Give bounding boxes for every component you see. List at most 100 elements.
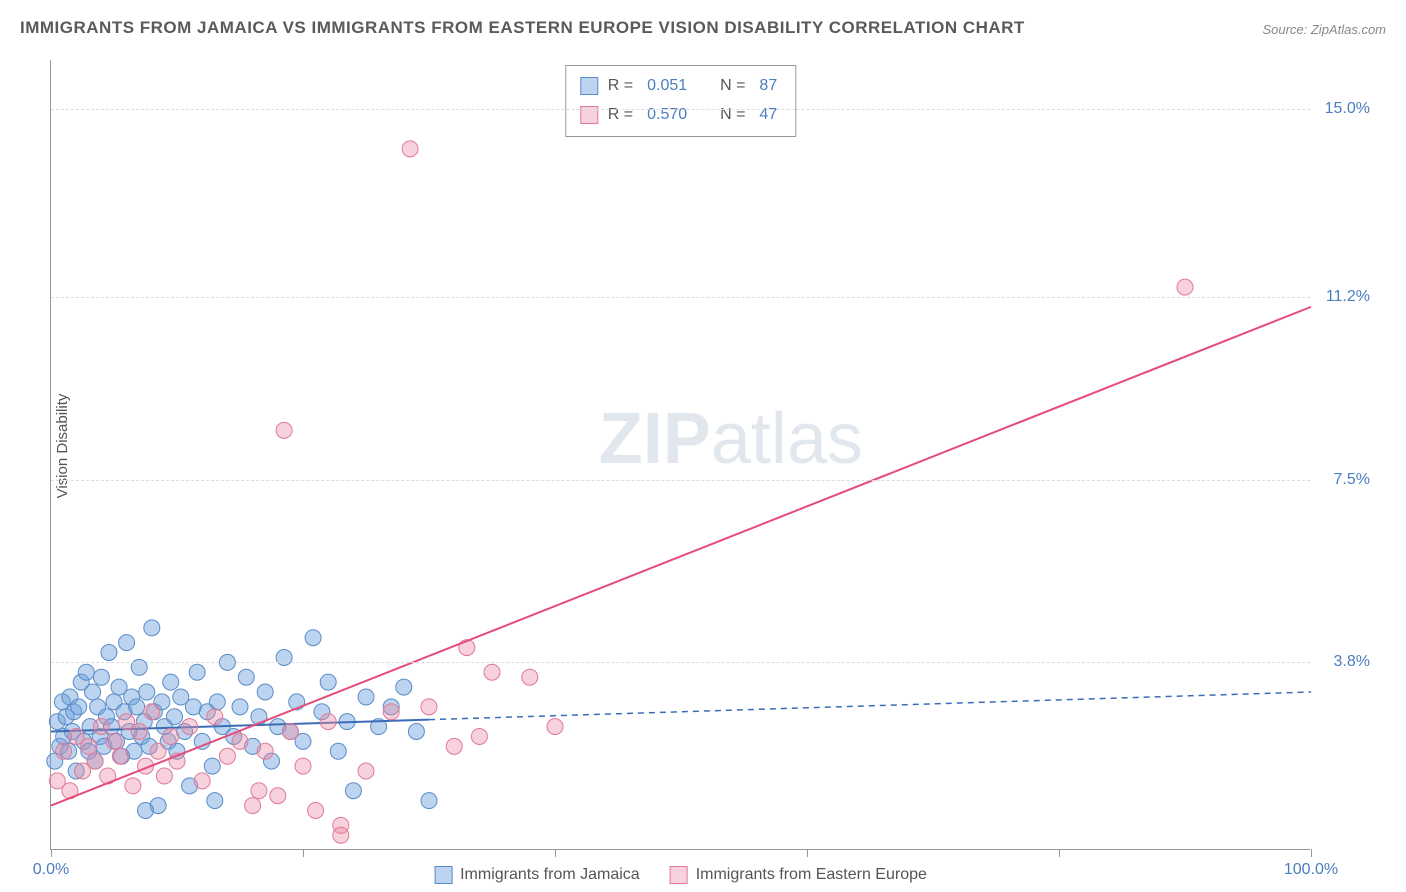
source-label: Source: ZipAtlas.com xyxy=(1262,22,1386,37)
scatter-point xyxy=(78,664,94,680)
scatter-point xyxy=(257,743,273,759)
gridline xyxy=(51,480,1310,481)
ytick-label: 7.5% xyxy=(1334,471,1370,489)
scatter-point xyxy=(547,719,563,735)
scatter-point xyxy=(87,753,103,769)
gridline xyxy=(51,109,1310,110)
xtick xyxy=(555,849,556,857)
scatter-point xyxy=(166,709,182,725)
legend-n-label: N = xyxy=(720,72,745,101)
scatter-point xyxy=(305,630,321,646)
legend-box: R = 0.051 N = 87 R = 0.570 N = 47 xyxy=(565,65,796,137)
scatter-point xyxy=(282,724,298,740)
scatter-point xyxy=(182,719,198,735)
scatter-point xyxy=(119,635,135,651)
scatter-point xyxy=(219,748,235,764)
scatter-point xyxy=(402,141,418,157)
legend-r-label: R = xyxy=(608,72,633,101)
scatter-point xyxy=(270,788,286,804)
scatter-point xyxy=(129,699,145,715)
xtick xyxy=(303,849,304,857)
scatter-point xyxy=(295,758,311,774)
plot-svg xyxy=(51,60,1310,849)
gridline xyxy=(51,662,1310,663)
legend-row: R = 0.570 N = 47 xyxy=(580,101,781,130)
scatter-point xyxy=(131,724,147,740)
series-name: Immigrants from Jamaica xyxy=(460,866,640,884)
xtick xyxy=(1059,849,1060,857)
scatter-point xyxy=(112,748,128,764)
scatter-point xyxy=(71,699,87,715)
scatter-point xyxy=(194,773,210,789)
scatter-point xyxy=(204,758,220,774)
legend-n-label: N = xyxy=(720,101,745,130)
trend-line-dashed xyxy=(429,692,1311,720)
legend-n-value: 47 xyxy=(759,101,777,130)
scatter-point xyxy=(238,669,254,685)
scatter-point xyxy=(125,778,141,794)
scatter-point xyxy=(106,733,122,749)
scatter-point xyxy=(163,674,179,690)
scatter-point xyxy=(56,743,72,759)
xtick-label: 0.0% xyxy=(33,861,69,879)
scatter-point xyxy=(207,709,223,725)
scatter-point xyxy=(358,763,374,779)
scatter-point xyxy=(150,743,166,759)
scatter-point xyxy=(85,684,101,700)
scatter-point xyxy=(93,669,109,685)
legend-r-value: 0.570 xyxy=(647,101,687,130)
scatter-point xyxy=(320,714,336,730)
scatter-point xyxy=(163,728,179,744)
scatter-point xyxy=(139,684,155,700)
scatter-point xyxy=(209,694,225,710)
scatter-point xyxy=(93,719,109,735)
scatter-point xyxy=(144,620,160,636)
chart-canvas: ZIPatlas R = 0.051 N = 87 R = 0.570 N = … xyxy=(50,60,1310,850)
scatter-point xyxy=(232,733,248,749)
chart-title: IMMIGRANTS FROM JAMAICA VS IMMIGRANTS FR… xyxy=(20,18,1025,38)
scatter-point xyxy=(144,704,160,720)
ytick-label: 15.0% xyxy=(1325,100,1370,118)
gridline xyxy=(51,297,1310,298)
scatter-point xyxy=(383,704,399,720)
scatter-point xyxy=(251,783,267,799)
scatter-point xyxy=(446,738,462,754)
legend-r-value: 0.051 xyxy=(647,72,687,101)
scatter-point xyxy=(408,724,424,740)
scatter-point xyxy=(156,768,172,784)
scatter-point xyxy=(101,645,117,661)
xtick-label: 100.0% xyxy=(1284,861,1338,879)
scatter-point xyxy=(276,422,292,438)
scatter-point xyxy=(189,664,205,680)
bottom-legend-item: Immigrants from Jamaica xyxy=(434,866,640,884)
xtick xyxy=(807,849,808,857)
bottom-legend: Immigrants from Jamaica Immigrants from E… xyxy=(434,866,927,884)
scatter-point xyxy=(245,798,261,814)
scatter-point xyxy=(138,803,154,819)
scatter-point xyxy=(308,803,324,819)
legend-row: R = 0.051 N = 87 xyxy=(580,72,781,101)
scatter-point xyxy=(484,664,500,680)
scatter-point xyxy=(421,699,437,715)
scatter-point xyxy=(333,827,349,843)
legend-r-label: R = xyxy=(608,101,633,130)
scatter-point xyxy=(522,669,538,685)
series-name: Immigrants from Eastern Europe xyxy=(696,866,927,884)
scatter-point xyxy=(421,793,437,809)
scatter-point xyxy=(345,783,361,799)
scatter-point xyxy=(320,674,336,690)
legend-swatch xyxy=(580,77,598,95)
scatter-point xyxy=(1177,279,1193,295)
scatter-point xyxy=(471,728,487,744)
legend-swatch xyxy=(434,866,452,884)
xtick xyxy=(1311,849,1312,857)
scatter-point xyxy=(207,793,223,809)
ytick-label: 11.2% xyxy=(1326,288,1370,306)
scatter-point xyxy=(257,684,273,700)
xtick xyxy=(51,849,52,857)
scatter-point xyxy=(358,689,374,705)
ytick-label: 3.8% xyxy=(1334,653,1370,671)
scatter-point xyxy=(81,738,97,754)
scatter-point xyxy=(232,699,248,715)
trend-line-solid xyxy=(51,307,1311,806)
